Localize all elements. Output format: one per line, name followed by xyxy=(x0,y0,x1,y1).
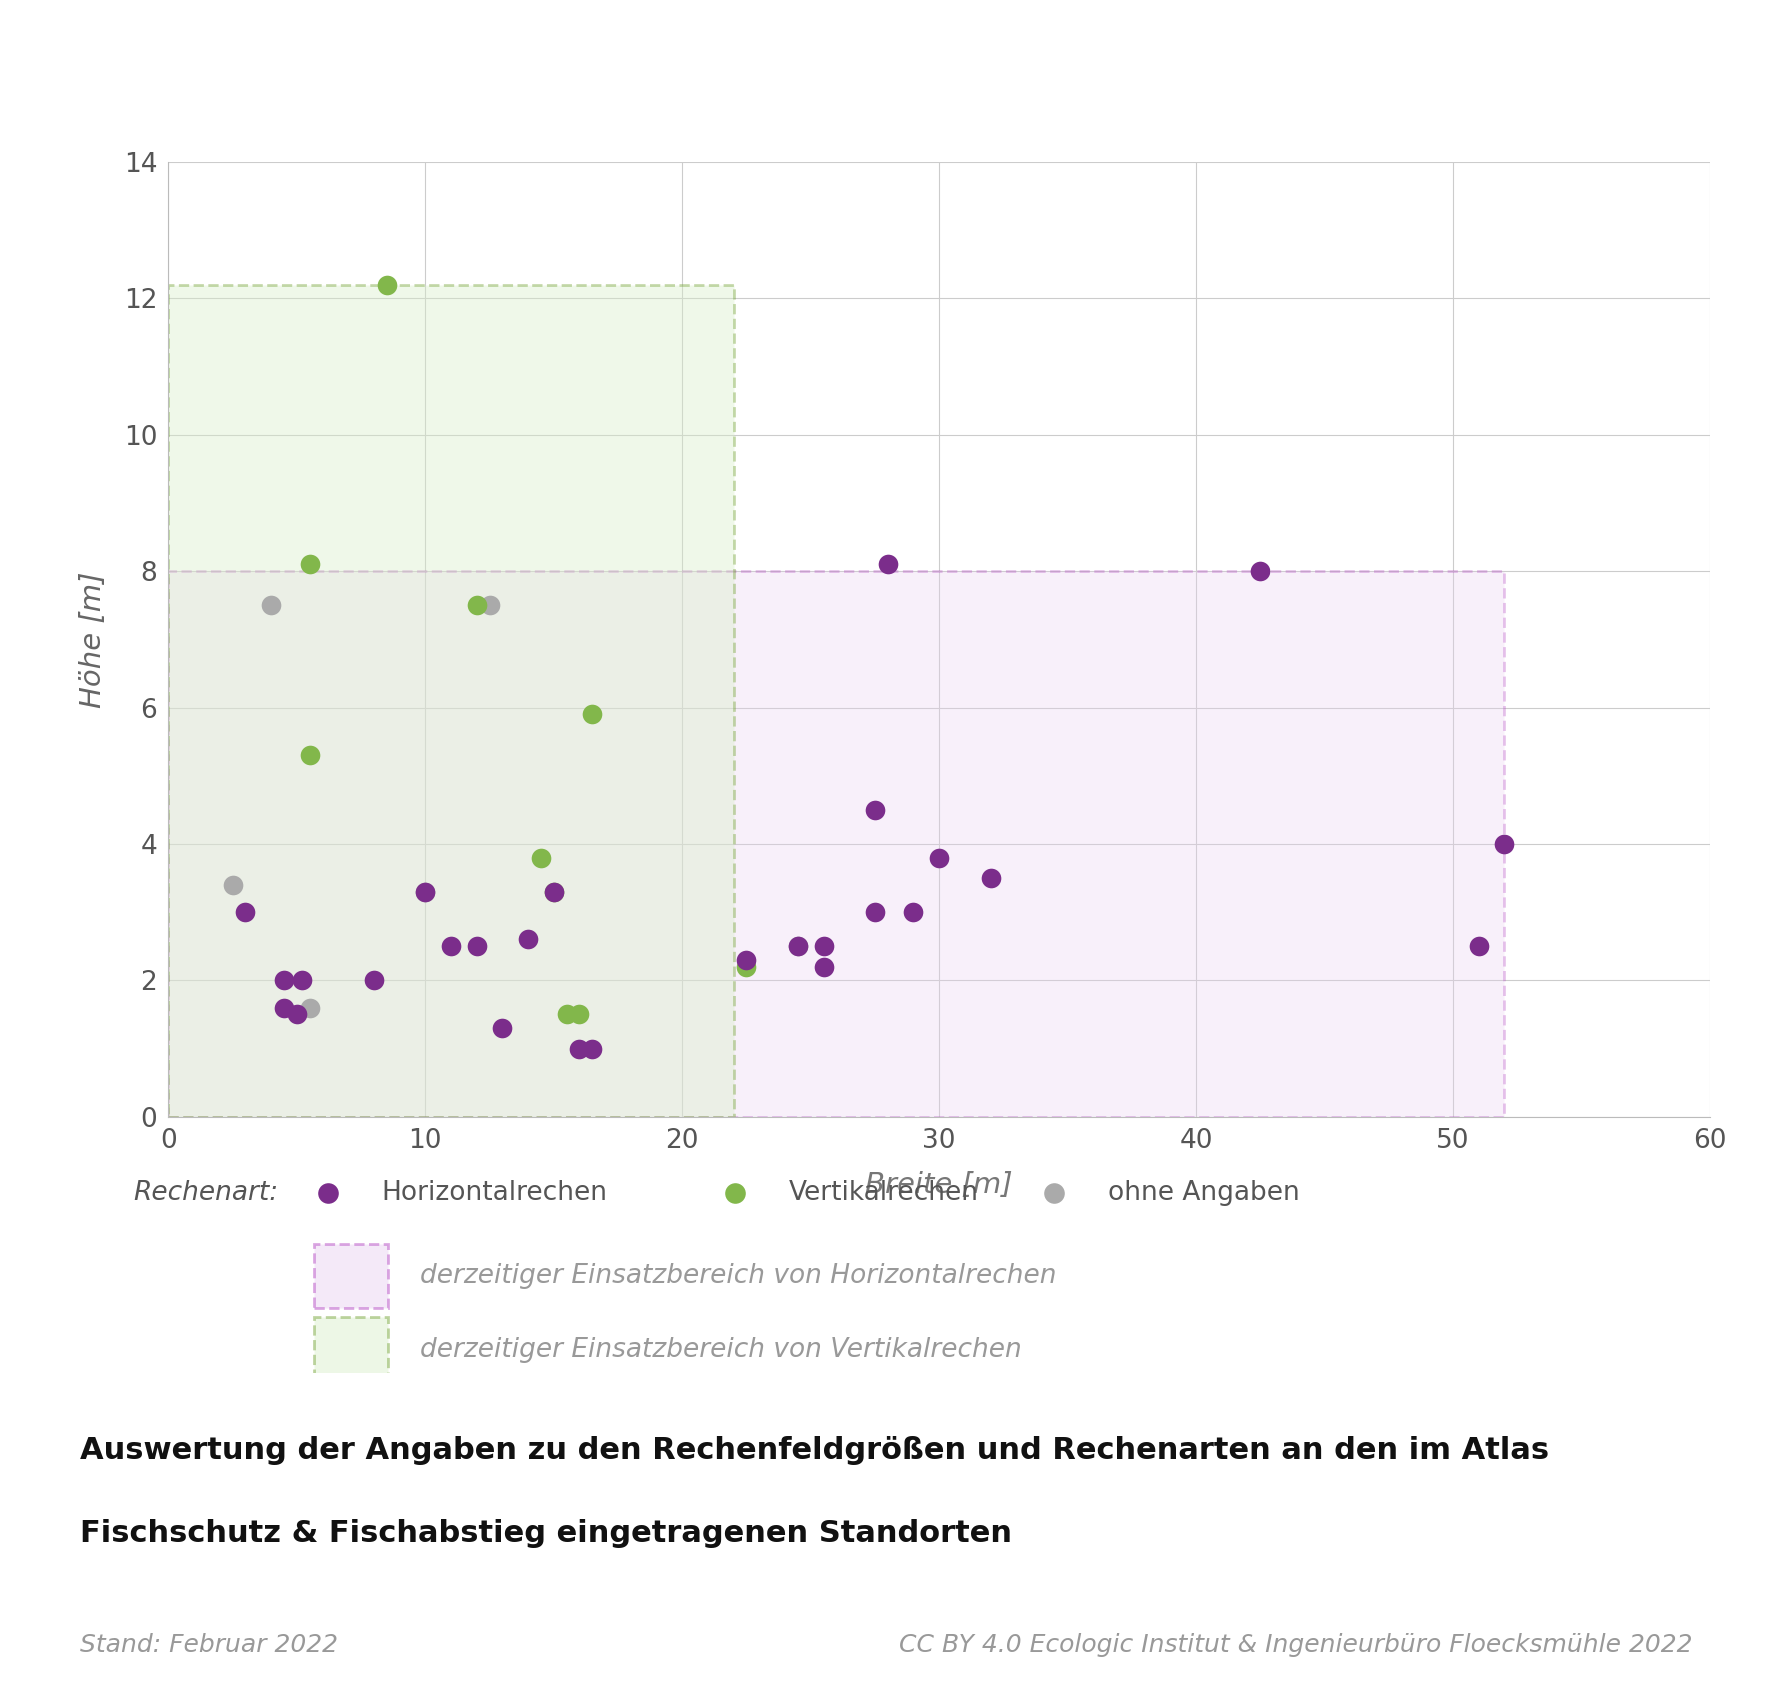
Point xyxy=(475,592,503,619)
Point xyxy=(1490,830,1519,858)
Bar xyxy=(314,1243,388,1308)
Point xyxy=(976,864,1005,892)
Point xyxy=(411,878,439,905)
Point xyxy=(314,1180,342,1207)
Point xyxy=(1040,1180,1069,1207)
Text: Rechenart:: Rechenart: xyxy=(133,1180,278,1205)
Point xyxy=(296,994,324,1021)
Point xyxy=(284,1001,312,1028)
Point xyxy=(489,1014,517,1042)
Point xyxy=(257,592,285,619)
Point xyxy=(810,933,838,960)
Point xyxy=(372,271,400,298)
Bar xyxy=(168,285,734,1117)
Point xyxy=(553,1001,581,1028)
Point xyxy=(269,967,298,994)
Point xyxy=(411,878,439,905)
Point xyxy=(218,871,246,899)
Text: CC BY 4.0 Ecologic Institut & Ingenieurbüro Floecksmühle 2022: CC BY 4.0 Ecologic Institut & Ingenieurb… xyxy=(898,1633,1692,1657)
Y-axis label: Höhe [m]: Höhe [m] xyxy=(80,571,106,708)
Point xyxy=(539,878,567,905)
Point xyxy=(900,899,929,926)
Text: derzeitiger Einsatzbereich von Vertikalrechen: derzeitiger Einsatzbereich von Vertikalr… xyxy=(420,1337,1022,1362)
Point xyxy=(721,1180,750,1207)
Point xyxy=(360,967,388,994)
Point xyxy=(578,701,606,728)
Point xyxy=(462,592,491,619)
Point xyxy=(861,899,890,926)
Text: derzeitiger Einsatzbereich von Horizontalrechen: derzeitiger Einsatzbereich von Horizonta… xyxy=(420,1263,1056,1289)
Point xyxy=(539,878,567,905)
Point xyxy=(783,933,812,960)
Point xyxy=(1246,558,1274,585)
Point xyxy=(810,953,838,980)
Point xyxy=(230,899,260,926)
Point xyxy=(783,933,812,960)
Point xyxy=(874,551,902,578)
Bar xyxy=(314,1318,388,1381)
Point xyxy=(462,933,491,960)
Point xyxy=(296,551,324,578)
Point xyxy=(732,953,760,980)
Point xyxy=(526,844,555,871)
Text: Rechenfeldgrößen im Atlas: Rechenfeldgrößen im Atlas xyxy=(525,38,1247,84)
Point xyxy=(514,926,542,953)
Point xyxy=(925,844,953,871)
Bar xyxy=(168,571,1504,1117)
Point xyxy=(565,1035,594,1062)
Point xyxy=(436,933,464,960)
Point xyxy=(732,946,760,974)
Text: Auswertung der Angaben zu den Rechenfeldgrößen und Rechenarten an den im Atlas: Auswertung der Angaben zu den Rechenfeld… xyxy=(80,1436,1549,1465)
Text: ohne Angaben: ohne Angaben xyxy=(1108,1180,1299,1205)
Point xyxy=(269,994,298,1021)
Text: Fischschutz & Fischabstieg eingetragenen Standorten: Fischschutz & Fischabstieg eingetragenen… xyxy=(80,1519,1012,1548)
Point xyxy=(296,742,324,769)
Text: Vertikalrechen: Vertikalrechen xyxy=(789,1180,978,1205)
Text: Stand: Februar 2022: Stand: Februar 2022 xyxy=(80,1633,338,1657)
Text: Horizontalrechen: Horizontalrechen xyxy=(381,1180,608,1205)
Point xyxy=(1464,933,1492,960)
Point xyxy=(287,967,315,994)
Point xyxy=(578,1035,606,1062)
X-axis label: Breite [m]: Breite [m] xyxy=(865,1171,1014,1199)
Point xyxy=(565,1001,594,1028)
Point xyxy=(861,796,890,824)
